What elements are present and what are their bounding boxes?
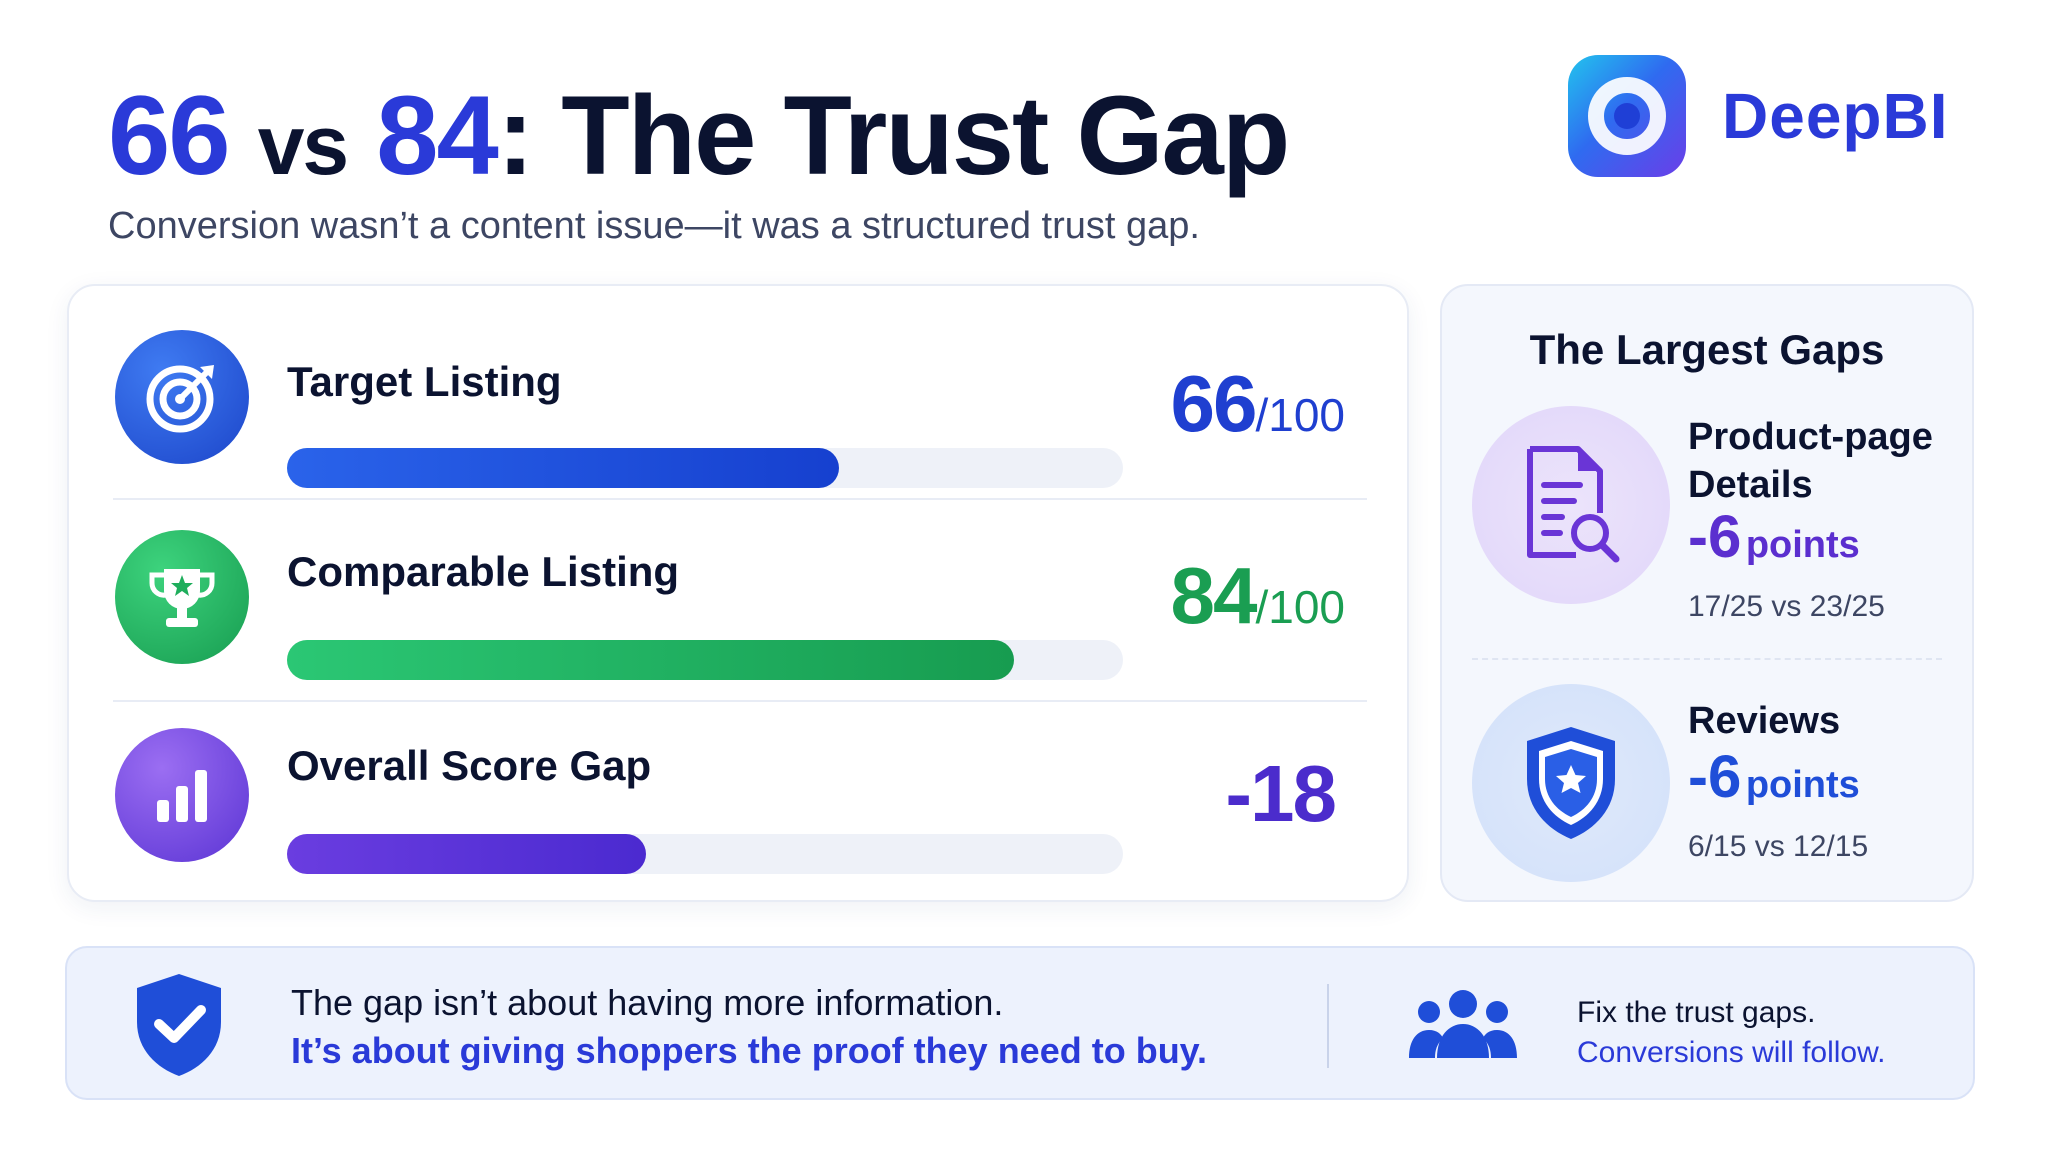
title-target-score: 66	[108, 73, 231, 198]
bar-chart-icon	[115, 728, 249, 862]
score-card: Target Listing 66/100 Comparable Listing…	[67, 284, 1409, 902]
shield-star-icon	[1472, 684, 1670, 882]
score-row-comparable: Comparable Listing 84/100	[69, 528, 1407, 708]
progress-track-target	[287, 448, 1123, 488]
row-divider	[113, 700, 1367, 702]
title-comparable-score: 84	[376, 73, 499, 198]
progress-fill-gap	[287, 834, 647, 874]
people-group-icon	[1407, 988, 1519, 1065]
banner-line-2: It’s about giving shoppers the proof the…	[291, 1030, 1208, 1071]
title-text: The Trust Gap	[561, 73, 1290, 198]
page-subtitle: Conversion wasn’t a content issue—it was…	[108, 205, 1200, 247]
score-row-target: Target Listing 66/100	[69, 326, 1407, 506]
banner-line-3: Fix the trust gaps.	[1577, 996, 1816, 1029]
target-icon	[115, 330, 249, 464]
progress-fill-target	[287, 448, 839, 488]
score-value-comparable: 84/100	[1170, 551, 1345, 640]
trophy-icon	[115, 530, 249, 664]
page-title: 66 vs 84: The Trust Gap	[108, 72, 1290, 201]
progress-track-gap	[287, 834, 1123, 874]
gap-name-reviews: Reviews	[1688, 700, 1841, 742]
gap-points-product-page: -6 points	[1688, 503, 1860, 570]
shield-check-icon	[129, 970, 229, 1085]
score-row-gap: Overall Score Gap -18	[69, 728, 1407, 908]
banner-line-4: Conversions will follow.	[1577, 1036, 1886, 1069]
brand-name: DeepBI	[1722, 80, 1949, 152]
gap-comparison-reviews: 6/15 vs 12/15	[1688, 830, 1869, 863]
deepbi-logo-icon	[1568, 55, 1686, 177]
score-label-comparable: Comparable Listing	[287, 548, 680, 595]
row-divider	[113, 498, 1367, 500]
gap-divider	[1472, 658, 1942, 660]
title-colon: :	[496, 73, 534, 198]
document-search-icon	[1472, 406, 1670, 604]
largest-gaps-title: The Largest Gaps	[1529, 326, 1885, 373]
score-label-gap: Overall Score Gap	[287, 742, 652, 789]
score-value-target: 66/100	[1170, 359, 1345, 448]
gap-points-reviews: -6 points	[1688, 743, 1860, 810]
progress-fill-comparable	[287, 640, 1015, 680]
title-vs: vs	[257, 98, 349, 192]
progress-track-comparable	[287, 640, 1123, 680]
banner-line-1: The gap isn’t about having more informat…	[291, 982, 1004, 1023]
gap-comparison-product-page: 17/25 vs 23/25	[1688, 590, 1885, 623]
banner-separator	[1327, 984, 1329, 1068]
score-label-target: Target Listing	[287, 358, 562, 405]
gap-name-product-page: Product-page Details	[1688, 416, 1933, 506]
largest-gaps-card: The Largest Gaps Product-page Details -6…	[1440, 284, 1974, 902]
takeaway-banner: The gap isn’t about having more informat…	[65, 946, 1975, 1100]
brand: DeepBI	[1568, 55, 1949, 177]
score-value-gap: -18	[1225, 749, 1337, 838]
